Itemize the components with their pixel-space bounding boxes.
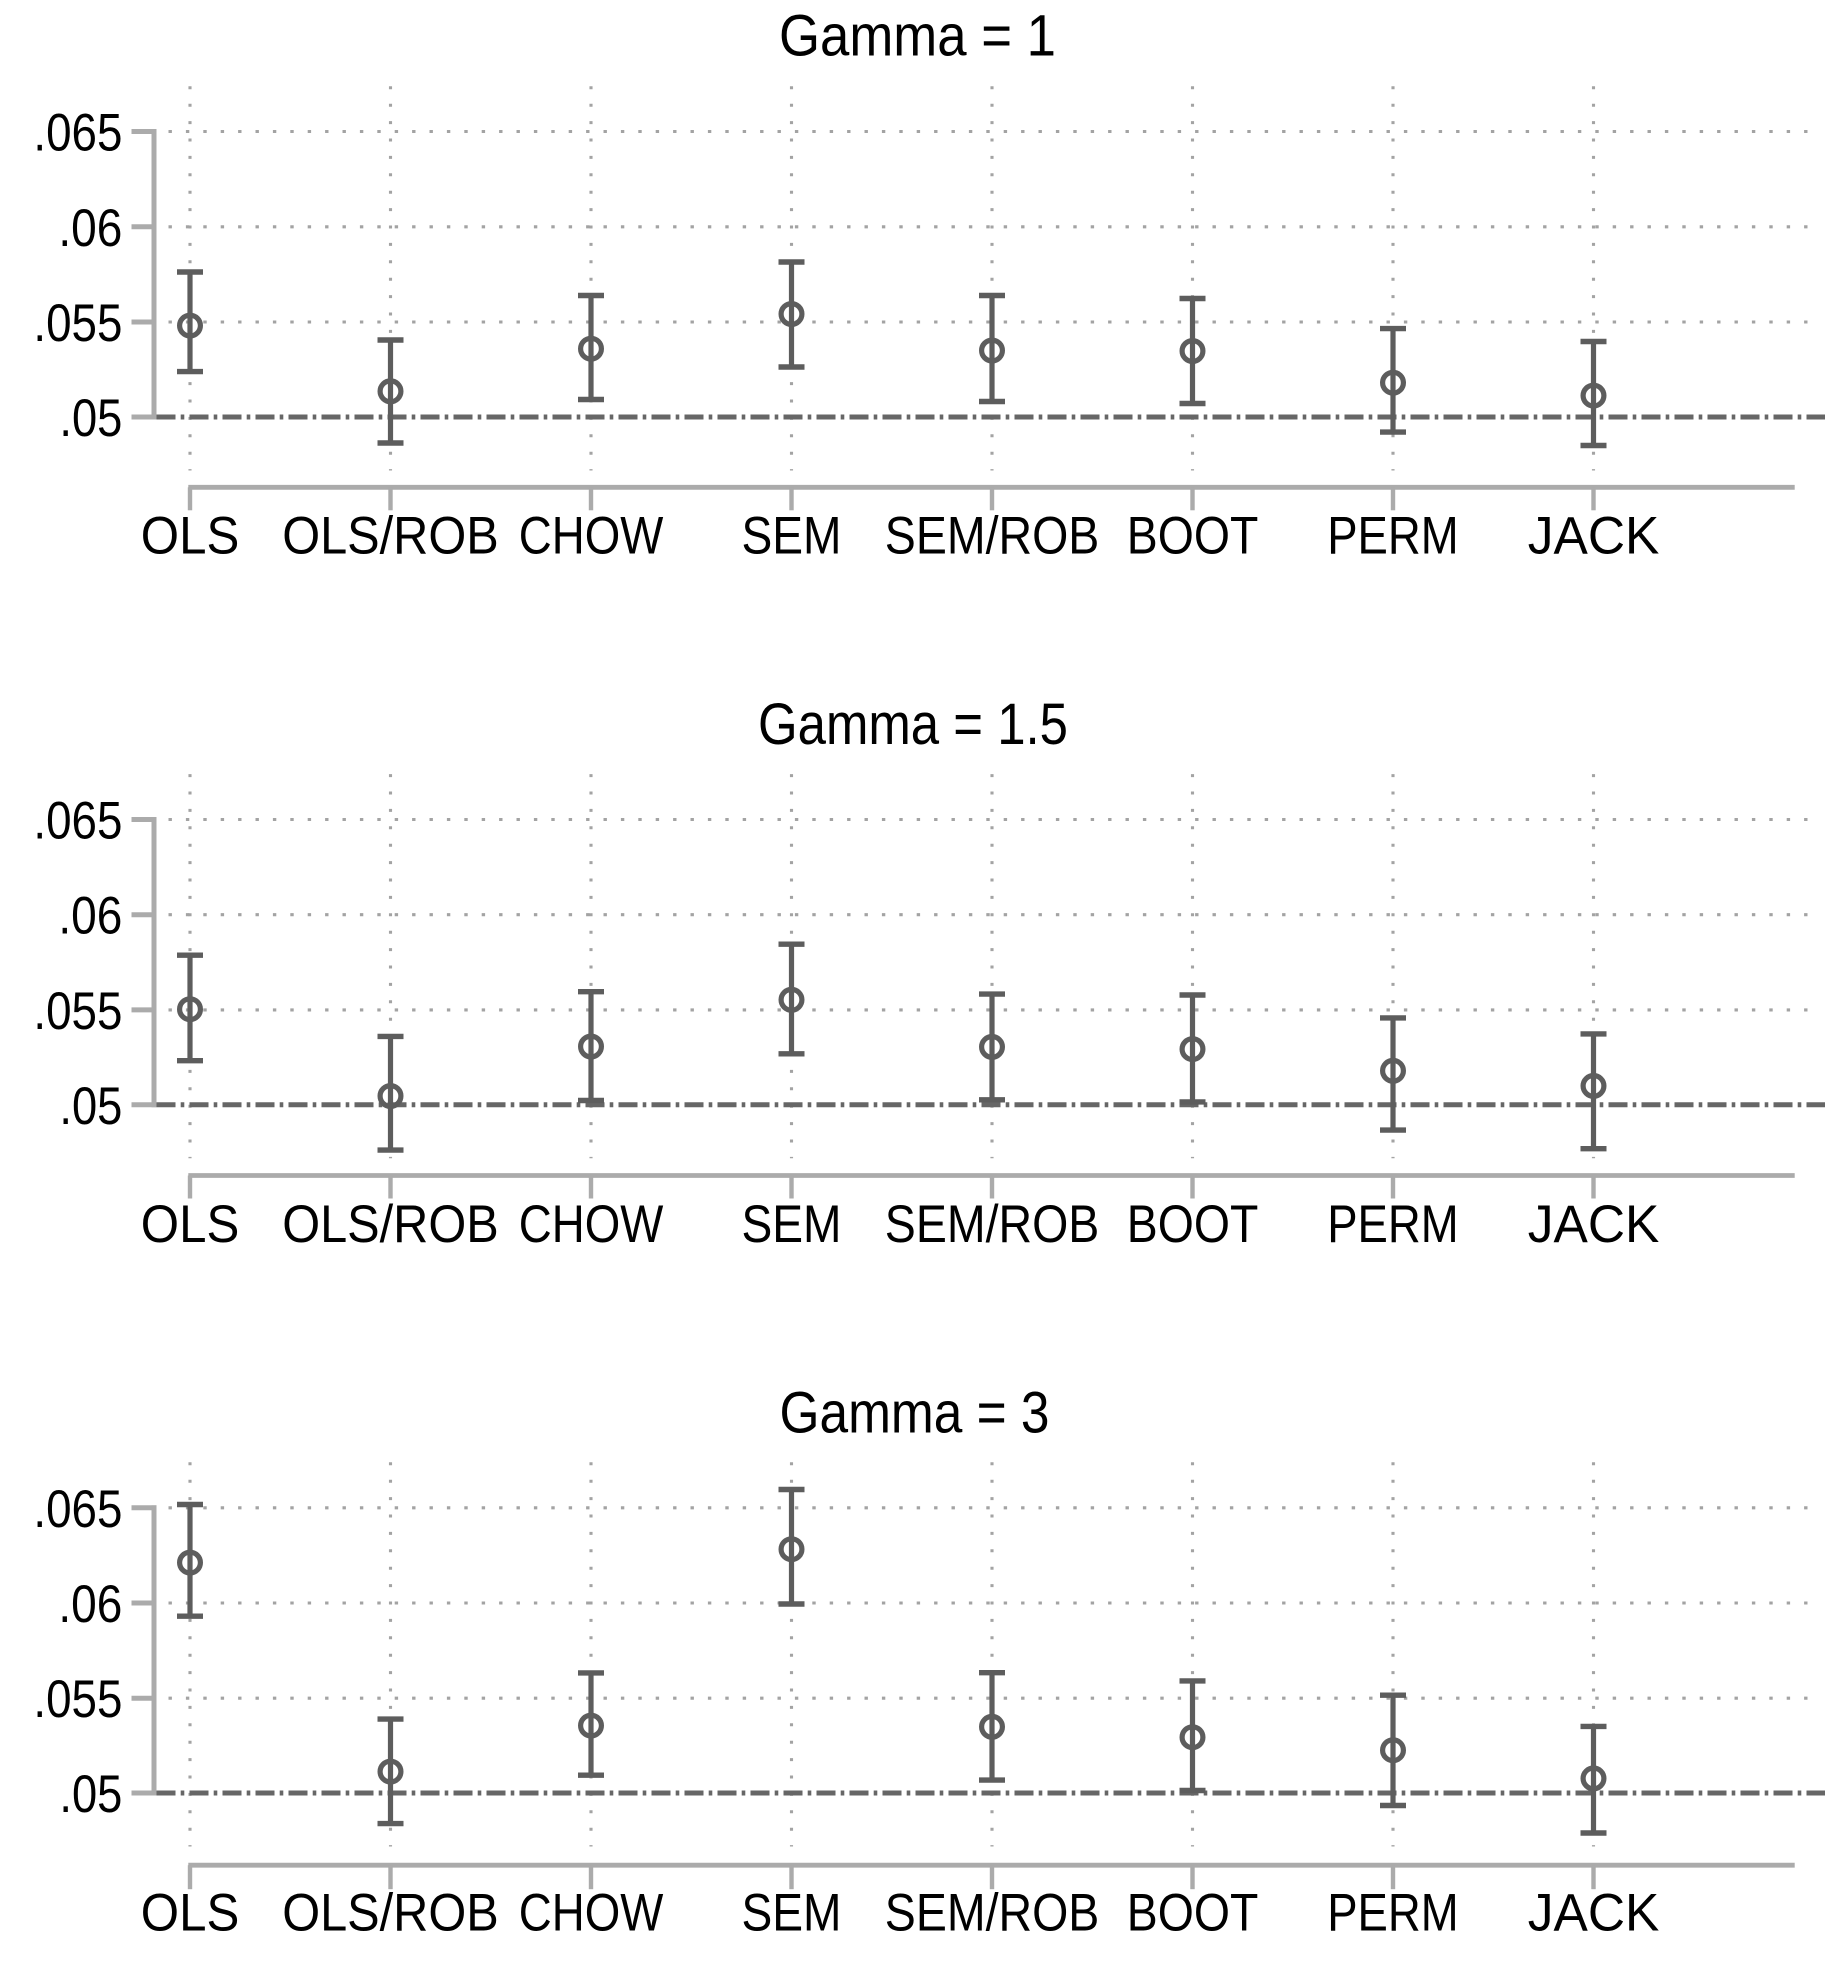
svg-text:JACK: JACK [1528,1195,1660,1254]
svg-text:SEM: SEM [742,1883,842,1942]
svg-text:SEM/ROB: SEM/ROB [885,1195,1100,1254]
svg-text:.065: .065 [33,792,122,851]
svg-text:.06: .06 [58,887,122,946]
svg-text:.055: .055 [33,294,122,353]
svg-text:OLS/ROB: OLS/ROB [282,1883,499,1942]
svg-text:.055: .055 [33,982,122,1041]
svg-text:.05: .05 [59,1077,122,1136]
svg-text:SEM: SEM [742,507,842,566]
svg-text:.06: .06 [58,199,122,258]
svg-text:JACK: JACK [1528,507,1660,566]
svg-text:CHOW: CHOW [519,1883,664,1942]
svg-text:PERM: PERM [1327,507,1459,566]
svg-text:SEM/ROB: SEM/ROB [885,507,1100,566]
svg-text:BOOT: BOOT [1127,1883,1259,1942]
svg-text:OLS/ROB: OLS/ROB [282,507,499,566]
svg-text:SEM: SEM [742,1195,842,1254]
svg-text:OLS/ROB: OLS/ROB [282,1195,499,1254]
svg-text:PERM: PERM [1327,1195,1459,1254]
svg-text:OLS: OLS [141,1883,240,1942]
svg-text:CHOW: CHOW [519,507,664,566]
svg-text:.05: .05 [59,389,122,448]
svg-text:.06: .06 [58,1575,122,1634]
svg-text:Gamma = 1: Gamma = 1 [779,3,1056,68]
svg-text:OLS: OLS [141,1195,240,1254]
svg-text:OLS: OLS [141,507,240,566]
svg-text:Gamma = 1.5: Gamma = 1.5 [758,692,1068,757]
svg-text:SEM/ROB: SEM/ROB [885,1883,1100,1942]
svg-text:PERM: PERM [1327,1883,1459,1942]
svg-text:JACK: JACK [1528,1883,1660,1942]
svg-text:Gamma = 3: Gamma = 3 [780,1380,1050,1445]
svg-text:.065: .065 [33,104,122,163]
svg-text:CHOW: CHOW [519,1195,664,1254]
svg-text:.065: .065 [33,1480,122,1539]
svg-text:.055: .055 [33,1670,122,1729]
svg-text:BOOT: BOOT [1127,507,1259,566]
svg-text:.05: .05 [59,1765,122,1824]
svg-text:BOOT: BOOT [1127,1195,1259,1254]
